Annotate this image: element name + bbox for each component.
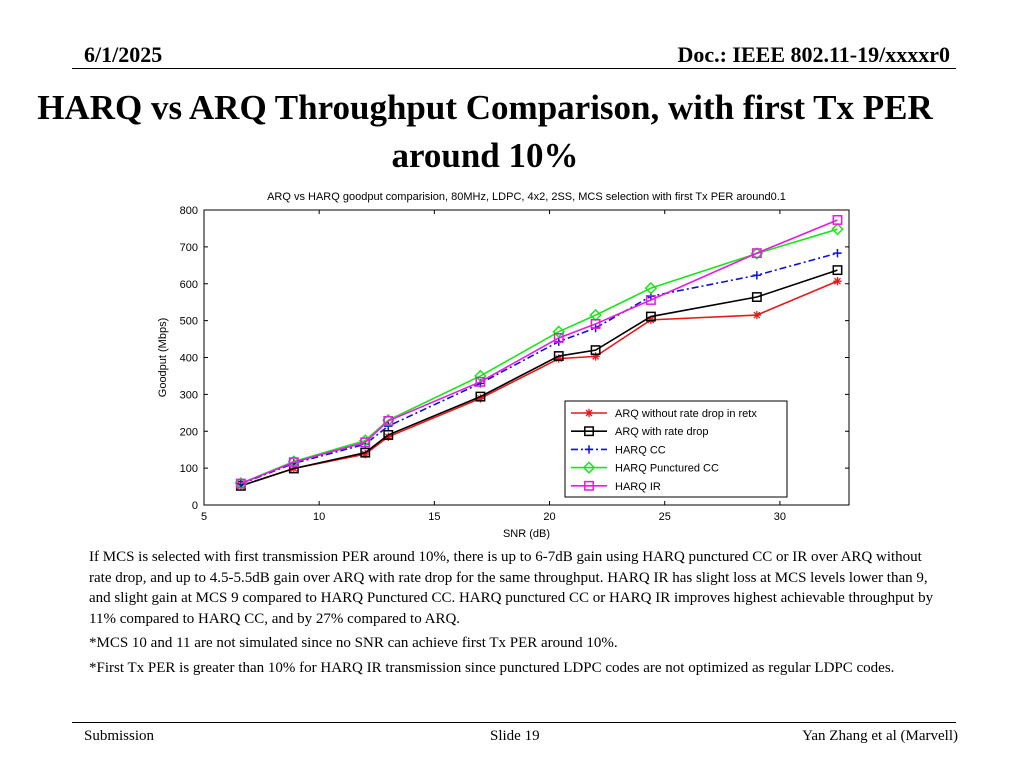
data-point [833,276,842,286]
legend-marker [582,461,596,474]
legend-label: HARQ IR [615,481,661,493]
note-mcs: *MCS 10 and 11 are not simulated since n… [89,635,618,651]
x-tick-label: 15 [428,511,440,523]
footer-slide-number: Slide 19 [490,728,540,744]
data-point [831,222,844,236]
data-point [383,429,394,440]
data-point [591,352,600,361]
x-tick-label: 30 [774,511,786,523]
data-point [752,271,762,280]
y-tick-label: 200 [180,426,198,438]
data-point [361,449,370,459]
y-tick-label: 800 [180,205,198,217]
y-tick-label: 100 [180,463,198,475]
data-point [832,215,843,225]
y-tick-label: 0 [192,500,198,512]
data-point [475,391,486,402]
data-point [236,479,246,489]
note-paragraph: If MCS is selected with first transmissi… [89,549,934,627]
series-line [240,252,838,485]
chart-title: ARQ vs HARQ goodput comparision, 80MHz, … [267,191,786,203]
data-point [554,354,563,363]
legend-label: HARQ Punctured CC [615,463,719,475]
x-tick-label: 5 [201,511,207,523]
data-point [288,457,299,468]
series-4 [235,215,843,489]
legend-label: HARQ CC [615,444,666,456]
legend-marker [584,408,594,418]
footer-submission: Submission [84,728,155,744]
legend-marker [584,426,594,437]
data-point [476,394,485,403]
data-point [553,333,564,343]
series-line [240,269,838,487]
slide-title: HARQ vs ARQ Throughput Comparison, with … [37,88,933,175]
data-point [590,345,601,356]
legend-label: ARQ without rate drop in retx [615,408,757,420]
footer-divider [72,722,956,723]
data-point [590,318,601,329]
data-point [832,265,843,276]
data-point [833,248,842,258]
goodput-chart: 5 10 15 20 25 300100200300400500600700800ARQ … [157,191,850,540]
data-point [751,248,762,259]
data-point [235,478,246,489]
data-point [553,351,564,361]
legend-marker [584,445,594,454]
x-tick-label: 20 [543,511,555,523]
legend: ARQ without rate drop in retx ARQ with ra… [564,400,788,498]
x-tick-label: 10 [313,511,325,523]
data-point [645,295,656,305]
series-line [240,228,838,484]
data-point [360,447,371,458]
data-point [646,315,656,325]
x-tick-label: 25 [659,511,671,523]
x-axis-label: SNR (dB) [503,528,550,540]
legend-marker [584,480,594,491]
header-divider [72,68,956,69]
y-tick-label: 600 [180,279,198,291]
legend-label: ARQ with rate drop [615,426,709,438]
y-axis-label: Goodput (Mbps) [157,318,169,397]
data-point [552,325,566,338]
y-tick-label: 300 [180,389,198,401]
note-per: *First Tx PER is greater than 10% for HA… [89,659,895,676]
y-tick-label: 400 [180,353,198,365]
series-line [240,219,838,485]
y-tick-label: 700 [180,242,198,254]
y-tick-label: 500 [180,316,198,328]
data-point [383,415,394,426]
data-point [645,311,656,322]
data-point [752,310,762,320]
header-date: 6/1/2025 [84,42,163,67]
data-point [751,292,762,302]
notes-body: If MCS is selected with first transmissi… [89,547,939,682]
footer-author: Yan Zhang et al (Marvell) [802,728,958,744]
data-point [644,281,658,295]
data-point [475,376,486,387]
data-point [360,437,371,448]
header-doc-id: Doc.: IEEE 802.11-19/xxxxr0 [677,42,950,67]
data-point [384,432,393,441]
